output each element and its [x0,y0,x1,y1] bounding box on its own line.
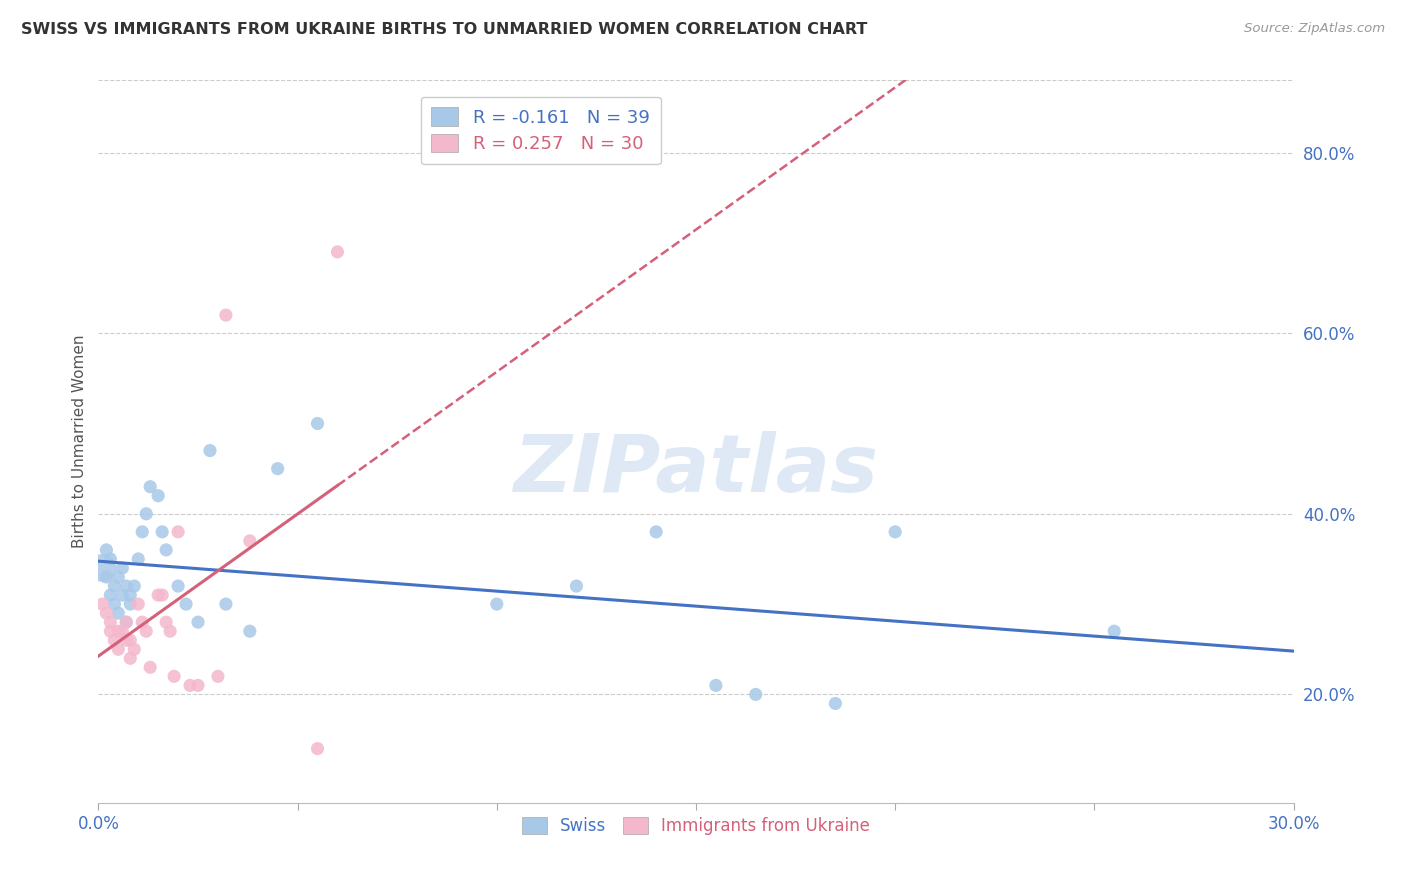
Point [103,633,125,648]
Point [131,615,153,630]
Legend: Swiss, Immigrants from Ukraine: Swiss, Immigrants from Ukraine [515,810,877,841]
Text: Source: ZipAtlas.com: Source: ZipAtlas.com [1244,22,1385,36]
Point [307,741,329,756]
Point [207,669,229,683]
Point [745,687,768,701]
Point [485,597,508,611]
Point [124,642,146,657]
Point [103,597,125,611]
Point [96,606,118,620]
Point [107,624,129,639]
Point [107,570,129,584]
Point [127,597,149,611]
Point [120,633,142,648]
Point [115,633,138,648]
Point [120,597,142,611]
Text: SWISS VS IMMIGRANTS FROM UKRAINE BIRTHS TO UNMARRIED WOMEN CORRELATION CHART: SWISS VS IMMIGRANTS FROM UKRAINE BIRTHS … [21,22,868,37]
Point [215,308,238,322]
Point [96,570,118,584]
Point [135,624,157,639]
Point [307,417,329,431]
Point [167,579,190,593]
Point [98,552,122,566]
Point [187,678,209,692]
Point [111,561,134,575]
Point [127,552,149,566]
Point [884,524,907,539]
Point [111,588,134,602]
Point [174,597,197,611]
Point [239,624,262,639]
Point [215,597,238,611]
Point [135,507,157,521]
Point [111,624,134,639]
Point [704,678,727,692]
Point [824,697,846,711]
Point [159,624,181,639]
Point [150,588,173,602]
Point [163,669,186,683]
Point [91,561,114,575]
Point [148,489,170,503]
Point [96,542,118,557]
Point [1104,624,1126,639]
Point [198,443,221,458]
Point [115,579,138,593]
Point [124,579,146,593]
Point [155,615,177,630]
Point [239,533,262,548]
Point [103,579,125,593]
Point [179,678,201,692]
Point [120,651,142,665]
Point [139,660,162,674]
Y-axis label: Births to Unmarried Women: Births to Unmarried Women [72,334,87,549]
Text: ZIPatlas: ZIPatlas [513,432,879,509]
Point [167,524,190,539]
Point [565,579,588,593]
Point [267,461,290,475]
Point [150,524,173,539]
Point [155,542,177,557]
Point [98,624,122,639]
Point [645,524,668,539]
Point [107,606,129,620]
Point [148,588,170,602]
Point [187,615,209,630]
Point [98,588,122,602]
Point [139,480,162,494]
Point [115,615,138,630]
Point [131,524,153,539]
Point [326,244,349,259]
Point [107,642,129,657]
Point [120,588,142,602]
Point [115,615,138,630]
Point [91,597,114,611]
Point [98,615,122,630]
